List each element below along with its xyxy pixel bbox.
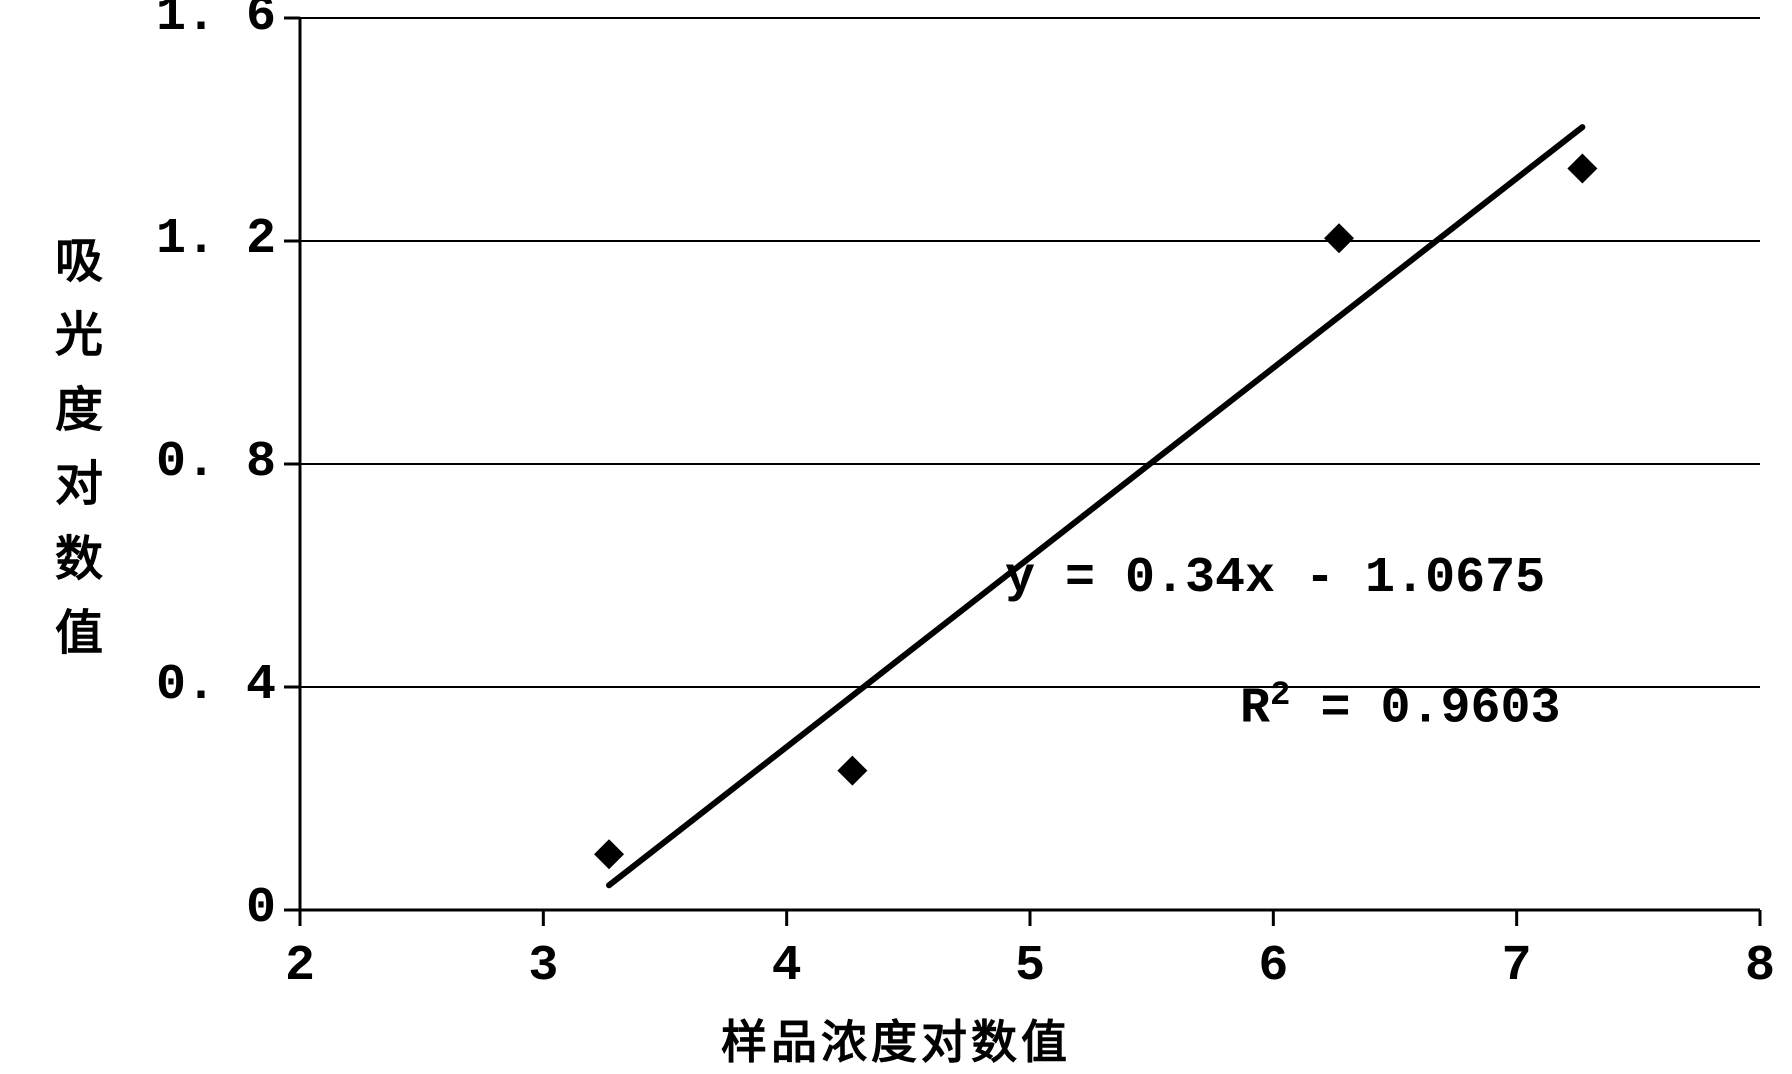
y-tick-label: 1. 6 [156,0,276,45]
scatter-chart: 吸 光 度 对 数 值 样品浓度对数值 y = 0.34x - 1.0675 R… [0,0,1792,1074]
x-tick-label: 7 [1502,938,1532,995]
y-tick-label: 0 [246,880,276,937]
y-tick-label: 0. 4 [156,657,276,714]
x-tick-label: 4 [772,938,802,995]
x-tick-label: 8 [1745,938,1775,995]
x-tick-label: 2 [285,938,315,995]
y-tick-label: 0. 8 [156,434,276,491]
x-tick-label: 3 [528,938,558,995]
y-tick-label: 1. 2 [156,211,276,268]
x-tick-label: 6 [1258,938,1288,995]
x-tick-label: 5 [1015,938,1045,995]
